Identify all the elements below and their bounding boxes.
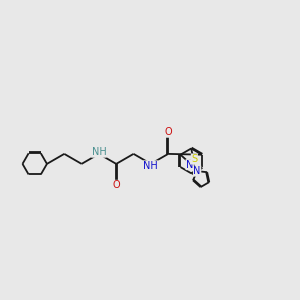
Text: O: O [112, 180, 120, 190]
Text: O: O [164, 127, 172, 137]
Text: NH: NH [92, 147, 106, 157]
Text: N: N [194, 166, 201, 176]
Text: S: S [191, 154, 197, 164]
Text: NH: NH [143, 161, 158, 171]
Text: N: N [186, 160, 194, 170]
